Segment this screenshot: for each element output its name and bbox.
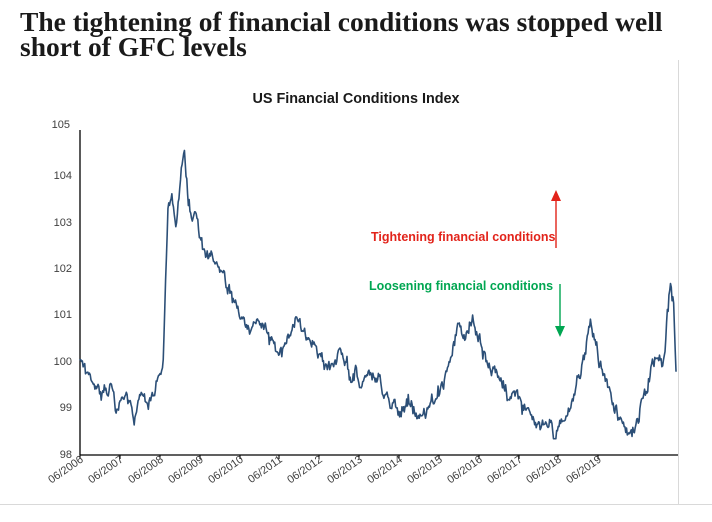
svg-text:06/2009: 06/2009	[166, 454, 205, 487]
svg-text:06/2006: 06/2006	[46, 454, 85, 487]
svg-text:06/2011: 06/2011	[246, 454, 285, 486]
svg-text:06/2010: 06/2010	[206, 454, 245, 487]
svg-text:06/2015: 06/2015	[405, 454, 444, 487]
svg-text:06/2008: 06/2008	[126, 454, 165, 487]
svg-text:06/2014: 06/2014	[365, 454, 404, 487]
svg-text:06/2007: 06/2007	[86, 454, 125, 487]
svg-text:06/2013: 06/2013	[325, 454, 364, 487]
svg-text:06/2018: 06/2018	[524, 454, 563, 487]
svg-text:06/2016: 06/2016	[445, 454, 484, 487]
svg-text:06/2017: 06/2017	[485, 454, 524, 487]
svg-text:06/2019: 06/2019	[564, 454, 603, 487]
svg-text:06/2012: 06/2012	[285, 454, 324, 487]
